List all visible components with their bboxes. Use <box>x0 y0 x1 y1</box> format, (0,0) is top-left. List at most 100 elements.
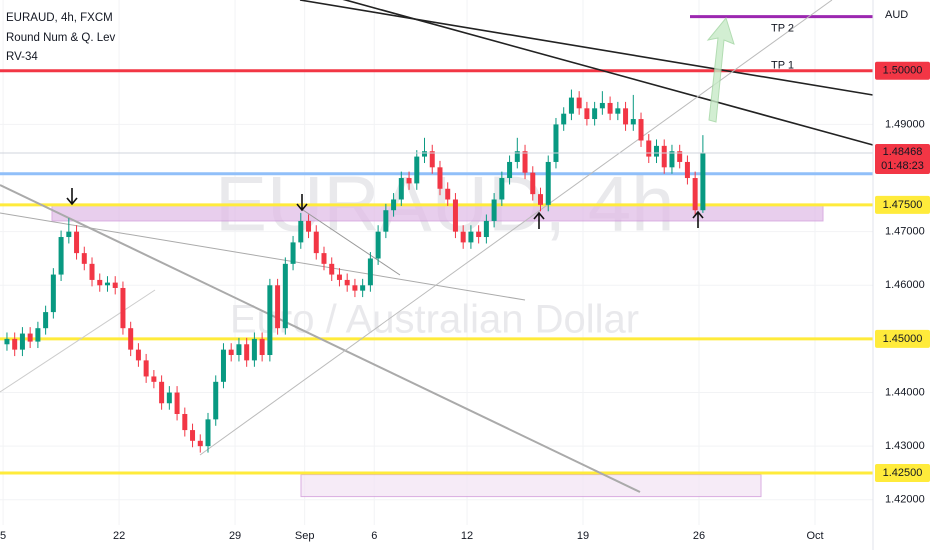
candle-body <box>120 287 126 329</box>
candle-body <box>336 274 342 280</box>
candle-body <box>360 285 366 291</box>
candle-body <box>4 338 10 345</box>
level-box <box>875 61 930 80</box>
candle-body <box>538 194 544 205</box>
last-price-box <box>875 143 930 174</box>
candle-body <box>568 97 574 114</box>
candle-body <box>19 333 25 350</box>
candle-body <box>259 338 265 356</box>
candle-body <box>321 253 327 264</box>
candle-body <box>623 108 629 125</box>
candle-body <box>383 210 389 232</box>
candle-body <box>43 312 49 329</box>
candle-body <box>236 344 242 356</box>
candle-body <box>27 333 33 342</box>
y-tick-label: 1.43000 <box>885 440 925 452</box>
x-tick-label: 5 <box>0 530 6 542</box>
x-tick-label: Sep <box>295 530 315 542</box>
candle-body <box>414 156 420 184</box>
x-tick-label: 22 <box>113 530 125 542</box>
candle-body <box>298 220 304 243</box>
trendline <box>299 207 401 276</box>
candle-body <box>50 274 56 313</box>
level-label: 1.47500 <box>883 199 923 211</box>
last-price-label: 1.48468 <box>883 146 923 158</box>
countdown: 01:48:23 <box>881 160 924 172</box>
candle-body <box>97 279 103 286</box>
candle-body <box>344 279 350 286</box>
candle-body <box>491 199 497 221</box>
candle-body <box>607 102 613 114</box>
level-box <box>875 463 930 482</box>
zone <box>300 474 762 498</box>
candle-body <box>58 237 64 275</box>
arrows <box>66 16 735 229</box>
candle-body <box>12 338 18 350</box>
candle-body <box>375 231 381 259</box>
candle-body <box>483 220 489 238</box>
trendline <box>199 0 833 456</box>
currency-label: AUD <box>885 9 908 21</box>
x-tick-label: 26 <box>693 530 705 542</box>
target-label: TP 2 <box>771 23 794 35</box>
candle-body <box>406 178 412 184</box>
candle-body <box>499 178 505 200</box>
candle-body <box>159 381 165 404</box>
y-tick-label: 1.46000 <box>885 279 925 291</box>
candle-body <box>514 151 520 162</box>
level-label: 1.50000 <box>883 65 923 77</box>
y-tick-label: 1.47000 <box>885 226 925 238</box>
candle-body <box>615 108 621 114</box>
trendline <box>0 289 156 393</box>
time-axis <box>0 525 873 550</box>
candle-body <box>599 102 605 109</box>
candle-body <box>437 167 443 189</box>
x-tick-label: 29 <box>229 530 241 542</box>
candle-body <box>630 119 636 125</box>
candle-body <box>182 413 188 431</box>
watermark-description: Euro / Australian Dollar <box>230 298 639 342</box>
candle-body <box>174 392 180 414</box>
candle-body <box>576 97 582 109</box>
candle-body <box>220 349 226 382</box>
trendline <box>342 0 874 146</box>
candle-body <box>81 253 87 264</box>
candle-body <box>35 328 41 342</box>
candle-body <box>166 392 172 404</box>
x-tick-label: 6 <box>371 530 377 542</box>
candle-body <box>282 263 288 329</box>
candle-body <box>66 231 72 238</box>
candle-body <box>584 108 590 120</box>
x-tick-label: 19 <box>577 530 589 542</box>
candle-body <box>476 231 482 238</box>
candle-body <box>89 263 95 280</box>
level-label: 1.45000 <box>883 333 923 345</box>
candle-body <box>700 152 706 211</box>
candle-body <box>429 151 435 168</box>
candle-body <box>684 161 690 179</box>
candle-body <box>313 231 319 254</box>
candle-body <box>329 263 335 275</box>
candle-body <box>244 344 250 361</box>
level-label: 1.42500 <box>883 467 923 479</box>
indicator: RV-34 <box>6 51 38 63</box>
candle-body <box>267 285 273 356</box>
candle-body <box>530 172 536 195</box>
candle-body <box>205 419 211 447</box>
candle-body <box>669 151 675 168</box>
candle-body <box>135 349 141 361</box>
candle-body <box>251 338 257 361</box>
candle-body <box>290 242 296 264</box>
candle-body <box>391 199 397 211</box>
arrow-target <box>706 16 735 123</box>
candle-body <box>275 285 281 329</box>
trendline <box>299 0 874 96</box>
candle-body <box>213 381 219 420</box>
trendline <box>0 184 641 493</box>
candle-body <box>452 199 458 232</box>
candle-body <box>197 440 203 447</box>
arrow-up <box>692 210 704 228</box>
candle-body <box>460 231 466 243</box>
